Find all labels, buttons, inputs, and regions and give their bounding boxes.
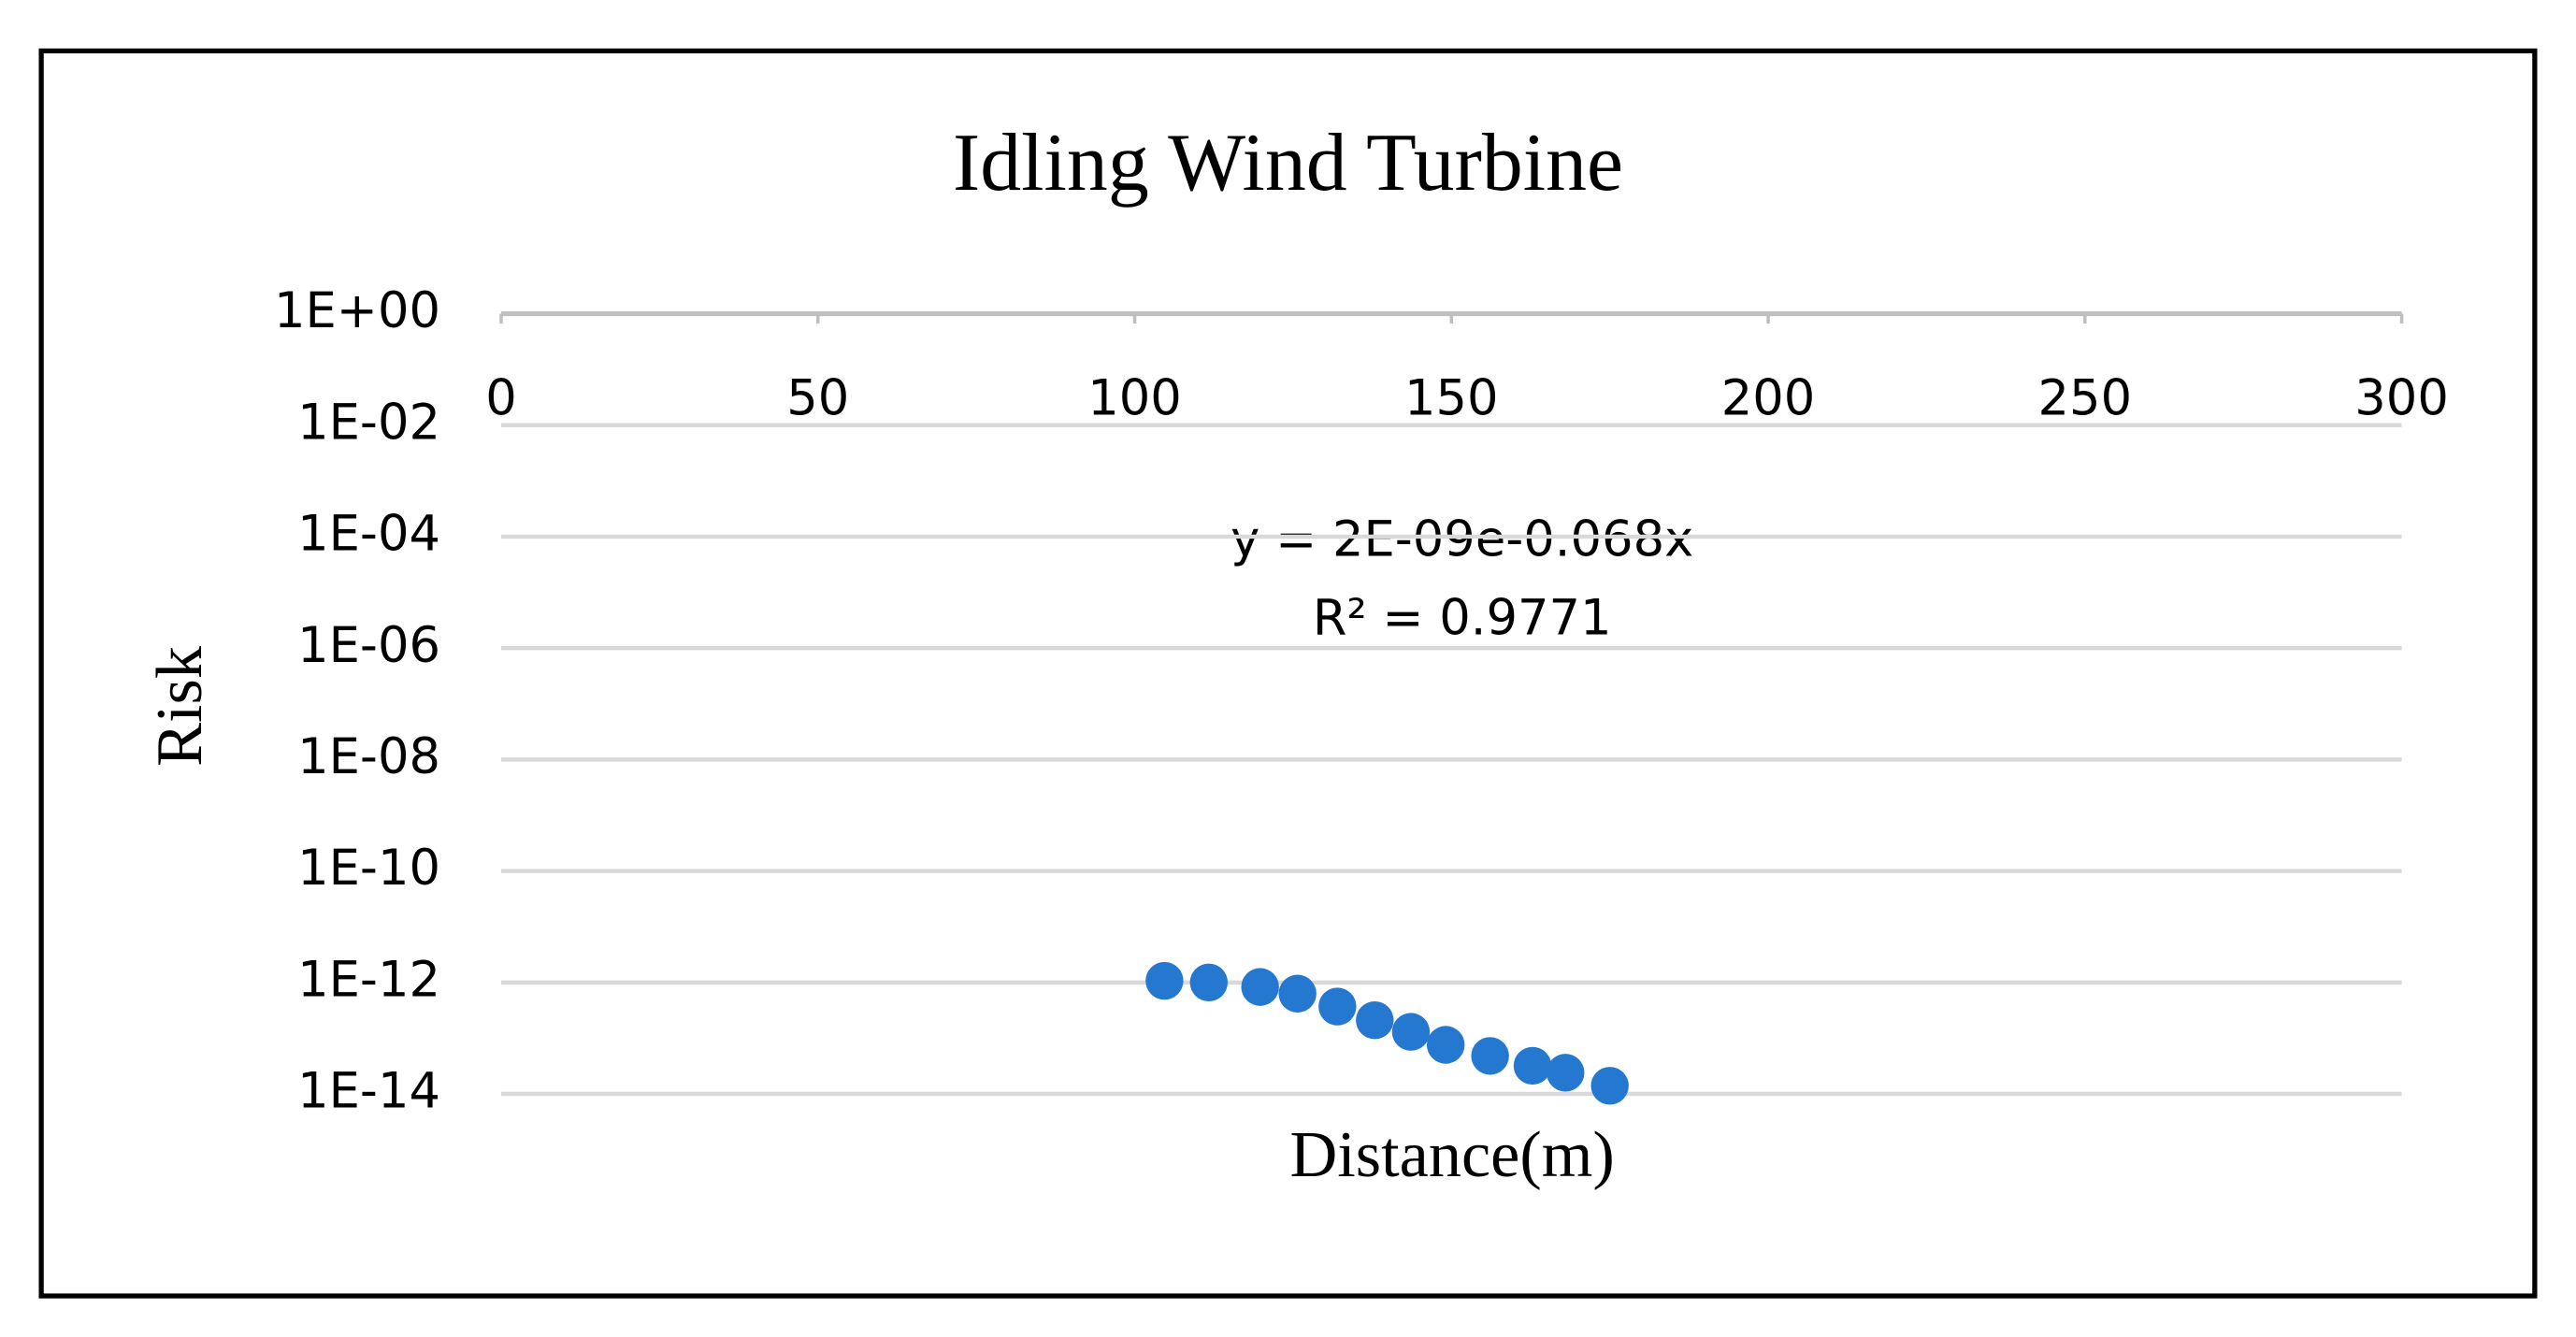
data-point bbox=[1391, 1013, 1431, 1051]
data-point bbox=[1471, 1037, 1509, 1075]
chart-title: Idling Wind Turbine bbox=[953, 117, 1623, 208]
y-tick-label: 1E-14 bbox=[297, 1063, 440, 1120]
trendline-equation: y = 2E-09e-0.068x bbox=[1230, 510, 1693, 568]
data-point bbox=[1241, 968, 1279, 1006]
x-tick-label: 50 bbox=[786, 369, 849, 426]
x-tick-label: 100 bbox=[1087, 369, 1182, 426]
y-tick-label: 1E-10 bbox=[297, 840, 440, 897]
y-tick-label: 1E-06 bbox=[297, 617, 440, 674]
r-squared: R² = 0.9771 bbox=[1313, 590, 1612, 647]
x-tick-label: 300 bbox=[2354, 369, 2449, 426]
y-tick-label: 1E-08 bbox=[297, 728, 440, 785]
x-tick-label: 200 bbox=[1721, 369, 1816, 426]
data-point bbox=[1278, 974, 1317, 1013]
frame bbox=[38, 48, 2538, 1299]
x-tick-label: 0 bbox=[485, 369, 517, 426]
data-point bbox=[1547, 1054, 1585, 1092]
y-tick-label: 1E-12 bbox=[297, 951, 440, 1008]
y-tick-label: 1E-04 bbox=[297, 506, 440, 563]
data-point bbox=[1426, 1026, 1465, 1064]
x-tick-label: 150 bbox=[1404, 369, 1499, 426]
y-axis-label: Risk bbox=[143, 645, 216, 767]
data-point bbox=[1189, 963, 1229, 1001]
y-tick-label: 1E-02 bbox=[297, 394, 440, 451]
data-point bbox=[1145, 961, 1184, 1000]
data-point bbox=[1513, 1046, 1552, 1085]
x-axis-label: Distance(m) bbox=[1290, 1118, 1615, 1191]
data-point bbox=[1356, 1000, 1394, 1040]
data-point bbox=[1590, 1067, 1629, 1105]
x-tick-label: 250 bbox=[2038, 369, 2133, 426]
y-tick-label: 1E+00 bbox=[274, 282, 440, 339]
data-point bbox=[1318, 987, 1357, 1026]
